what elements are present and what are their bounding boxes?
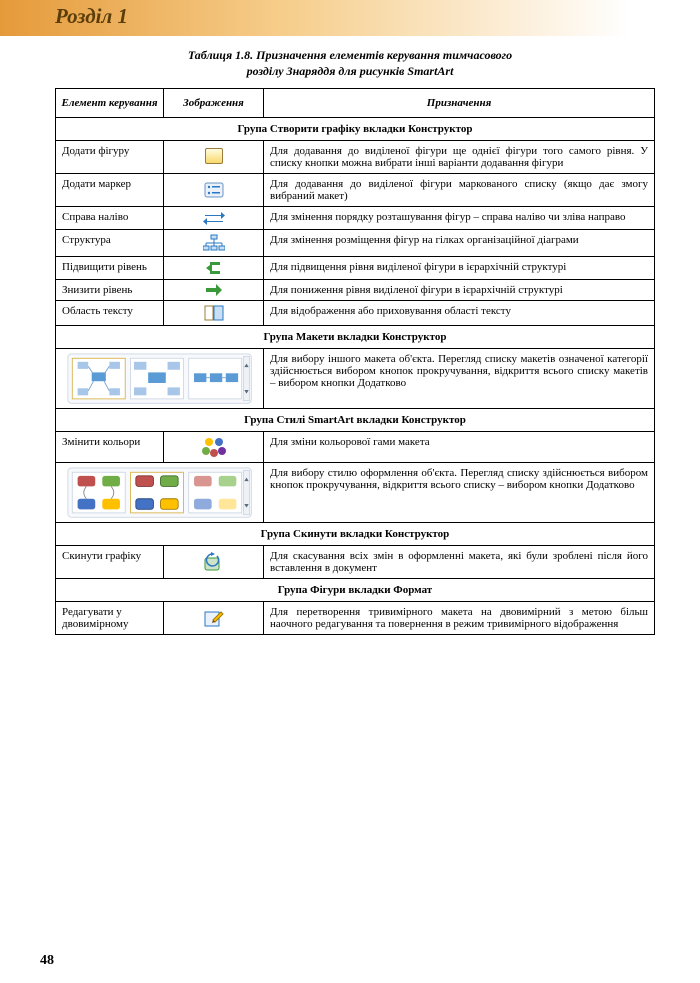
cell-image: [164, 546, 264, 579]
cell-image: [164, 207, 264, 230]
cell-image-wide: [56, 463, 264, 523]
table-row: Скинути графіку Для скасування всіх змін…: [56, 546, 655, 579]
table-row: Для вибору іншого макета об'єкта. Перегл…: [56, 349, 655, 409]
header-element: Елемент керування: [56, 89, 164, 118]
add-shape-icon: [205, 148, 223, 164]
cell-element: Підвищити рівень: [56, 257, 164, 280]
cell-desc: Для підвищення рівня виділеної фігури в …: [264, 257, 655, 280]
cell-element: Скинути графіку: [56, 546, 164, 579]
table-row: Область тексту Для відображення або прих…: [56, 301, 655, 326]
cell-desc: Для зміни кольорової гами макета: [264, 432, 655, 463]
cell-desc: Для вибору стилю оформлення об'єкта. Пер…: [264, 463, 655, 523]
cell-image: [164, 257, 264, 280]
cell-element: Додати фігуру: [56, 141, 164, 174]
promote-icon: [206, 261, 222, 275]
cell-desc: Для додавання до виділеної фігури марков…: [264, 174, 655, 207]
demote-icon: [206, 284, 222, 296]
reset-graphic-icon: [203, 552, 225, 572]
group-header-5: Група Фігури вкладки Формат: [56, 579, 655, 602]
group-header-4: Група Скинути вкладки Конструктор: [56, 523, 655, 546]
table-caption: Таблиця 1.8. Призначення елементів керув…: [0, 48, 700, 79]
cell-element: Справа наліво: [56, 207, 164, 230]
table-row: Редагувати у двовимірному Для перетворен…: [56, 602, 655, 635]
cell-desc: Для вибору іншого макета об'єкта. Перегл…: [264, 349, 655, 409]
add-bullet-icon: [204, 182, 224, 198]
cell-desc: Для змінення порядку розташування фігур …: [264, 207, 655, 230]
cell-desc: Для відображення або приховування област…: [264, 301, 655, 326]
cell-image: [164, 230, 264, 257]
right-to-left-icon: [203, 211, 225, 225]
structure-icon: [203, 234, 225, 252]
cell-desc: Для додавання до виділеної фігури ще одн…: [264, 141, 655, 174]
cell-desc: Для змінення розміщення фігур на гілках …: [264, 230, 655, 257]
edit-2d-icon: [203, 608, 225, 628]
cell-desc: Для пониження рівня виділеної фігури в і…: [264, 280, 655, 301]
cell-element: Додати маркер: [56, 174, 164, 207]
change-colors-icon: [201, 436, 227, 458]
table-row: Справа наліво Для змінення порядку розта…: [56, 207, 655, 230]
table-row: Для вибору стилю оформлення об'єкта. Пер…: [56, 463, 655, 523]
group-header-2: Група Макети вкладки Конструктор: [56, 326, 655, 349]
cell-element: Область тексту: [56, 301, 164, 326]
group-header-1: Група Створити графіку вкладки Конструкт…: [56, 118, 655, 141]
table-row: Змінити кольори Для зміни кольорової гам…: [56, 432, 655, 463]
cell-element: Знизити рівень: [56, 280, 164, 301]
section-title: Розділ 1: [55, 4, 128, 29]
cell-element: Структура: [56, 230, 164, 257]
caption-line-2: розділу Знаряддя для рисунків SmartArt: [247, 64, 454, 78]
cell-image: [164, 280, 264, 301]
text-pane-icon: [204, 305, 224, 321]
table-row: Додати фігуру Для додавання до виділеної…: [56, 141, 655, 174]
table-row: Знизити рівень Для пониження рівня виділ…: [56, 280, 655, 301]
caption-line-1: Таблиця 1.8. Призначення елементів керув…: [188, 48, 512, 62]
cell-image: [164, 432, 264, 463]
page-number: 48: [40, 953, 54, 969]
layouts-gallery-icon: [67, 353, 252, 404]
cell-image-wide: [56, 349, 264, 409]
header-image: Зображення: [164, 89, 264, 118]
cell-desc: Для перетворення тривимірного макета на …: [264, 602, 655, 635]
cell-desc: Для скасування всіх змін в оформленні ма…: [264, 546, 655, 579]
cell-image: [164, 602, 264, 635]
cell-image: [164, 174, 264, 207]
table-row: Підвищити рівень Для підвищення рівня ви…: [56, 257, 655, 280]
smartart-table: Елемент керування Зображення Призначення…: [55, 88, 655, 635]
cell-image: [164, 141, 264, 174]
styles-gallery-icon: [67, 467, 252, 518]
header-purpose: Призначення: [264, 89, 655, 118]
cell-element: Змінити кольори: [56, 432, 164, 463]
cell-image: [164, 301, 264, 326]
table-row: Додати маркер Для додавання до виділеної…: [56, 174, 655, 207]
group-header-3: Група Стилі SmartArt вкладки Конструктор: [56, 409, 655, 432]
table-row: Структура Для змінення розміщення ф: [56, 230, 655, 257]
cell-element: Редагувати у двовимірному: [56, 602, 164, 635]
